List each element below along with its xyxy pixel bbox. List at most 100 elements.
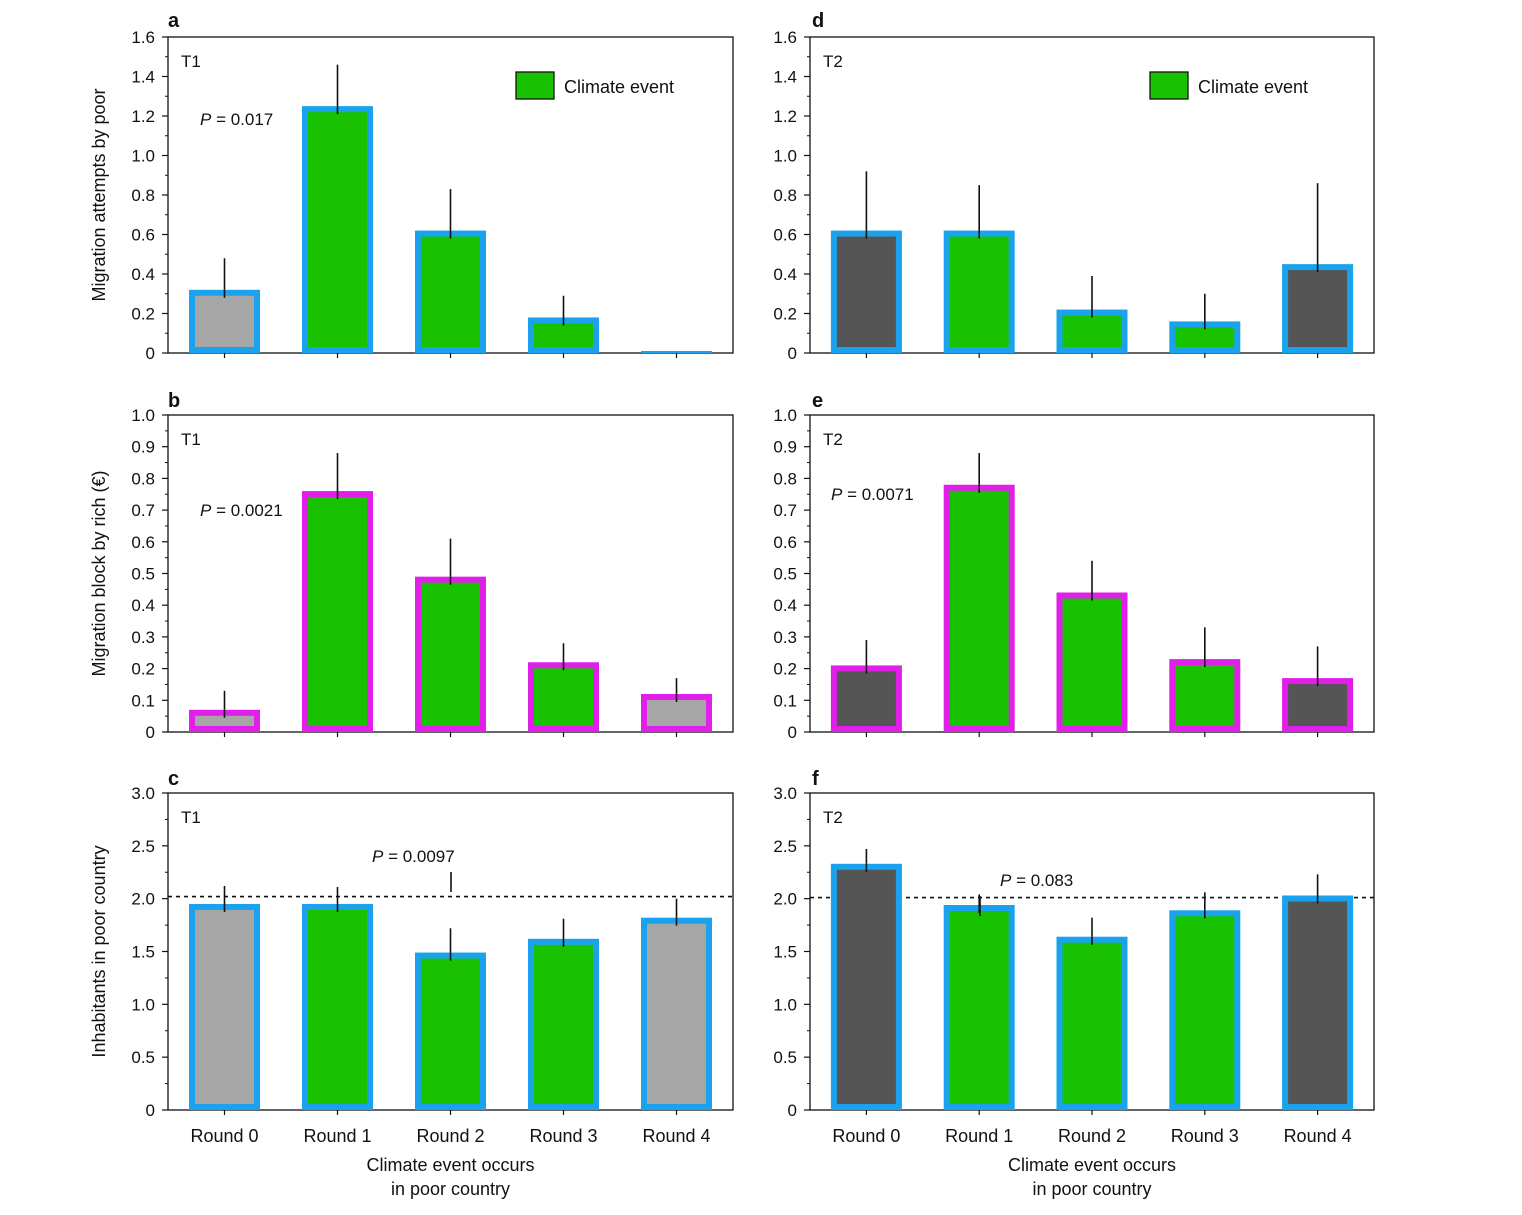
bar <box>421 582 480 726</box>
bar <box>421 236 480 347</box>
panel-letter: a <box>168 10 180 32</box>
y-tick-label: 1.0 <box>773 995 797 1014</box>
y-tick-label: 0.8 <box>773 186 797 205</box>
legend-swatch <box>1149 71 1189 100</box>
y-tick-label: 0.4 <box>131 265 155 284</box>
bar <box>421 958 480 1104</box>
bar <box>1062 942 1122 1104</box>
x-category-label: Round 1 <box>945 1126 1013 1146</box>
y-tick-label: 1.6 <box>131 28 155 47</box>
y-tick-label: 1.0 <box>131 406 155 425</box>
y-tick-label: 0 <box>146 723 155 742</box>
panel-f: 0 0.5 1.0 1.5 2.0 2.5 3.0 fT2 P = 0.083 Round 0 Ro… <box>773 768 1375 1199</box>
legend-swatch <box>515 71 555 100</box>
y-tick-label: 0.9 <box>773 438 797 457</box>
y-tick-label: 3.0 <box>773 784 797 803</box>
panel-letter: d <box>812 10 824 32</box>
y-tick-label: 0 <box>788 723 797 742</box>
y-tick-label: 0.2 <box>131 305 155 324</box>
y-tick-label: 0 <box>146 344 155 363</box>
y-tick-label: 0.8 <box>131 186 155 205</box>
y-tick-label: 3.0 <box>131 784 155 803</box>
bar <box>195 295 254 347</box>
bar <box>534 323 593 347</box>
legend-label: Climate event <box>564 77 674 97</box>
p-value-text: = 0.0097 <box>383 847 454 866</box>
x-category-label: Round 0 <box>832 1126 900 1146</box>
y-tick-label: 0.5 <box>131 565 155 584</box>
bar <box>949 911 1009 1104</box>
y-tick-label: 0.2 <box>131 660 155 679</box>
y-tick-label: 0.9 <box>131 438 155 457</box>
y-tick-label: 1.0 <box>773 406 797 425</box>
y-tick-label: 0.3 <box>131 628 155 647</box>
bar <box>1175 665 1235 726</box>
bar <box>949 490 1009 726</box>
x-category-label: Round 0 <box>190 1126 258 1146</box>
panel-a: 0 0.2 0.4 0.6 0.8 1.0 1.2 1.4 1.6 a T1 P = 0.017 Cli… <box>89 10 734 363</box>
x-axis-label: in poor country <box>391 1179 510 1199</box>
panel-e: 0 0.1 0.2 0.3 0.4 0.5 0.6 0.7 0.8 0.9 1.0 eT2 P = 0.… <box>773 390 1375 742</box>
y-tick-label: 0.1 <box>773 691 797 710</box>
y-tick-label: 0.2 <box>773 660 797 679</box>
y-tick-label: 1.2 <box>773 107 797 126</box>
y-tick-label: 0.8 <box>131 469 155 488</box>
x-category-label: Round 2 <box>416 1126 484 1146</box>
panel-letter: e <box>812 390 823 412</box>
p-value-symbol: P <box>200 110 212 129</box>
y-tick-label: 0.4 <box>773 265 797 284</box>
p-value-symbol: P <box>831 485 843 504</box>
p-value: P = 0.083 <box>1000 871 1073 890</box>
panel-letter: f <box>812 768 819 790</box>
treatment-label: T1 <box>181 808 201 827</box>
panel-d: 0 0.2 0.4 0.6 0.8 1.0 1.2 1.4 1.6 d T2 Climate even… <box>773 10 1375 363</box>
p-value-symbol: P <box>1000 871 1012 890</box>
treatment-label: T2 <box>823 52 843 71</box>
p-value: P = 0.017 <box>200 110 273 129</box>
panel-b: 0 0.1 0.2 0.3 0.4 0.5 0.6 0.7 0.8 0.9 1.0 bT1 P = 0.… <box>89 390 734 742</box>
x-axis-label: Climate event occurs <box>366 1155 534 1175</box>
panel-letter: c <box>168 768 179 790</box>
bar <box>836 671 896 726</box>
x-axis-label: in poor country <box>1032 1179 1151 1199</box>
bar <box>836 869 896 1104</box>
bar <box>308 497 367 726</box>
p-value-text: = 0.0071 <box>842 485 913 504</box>
y-tick-label: 0.5 <box>131 1048 155 1067</box>
y-tick-label: 0.7 <box>773 501 797 520</box>
y-tick-label: 0.6 <box>131 533 155 552</box>
y-tick-label: 0.6 <box>131 226 155 245</box>
panel-c: 0 0.5 1.0 1.5 2.0 2.5 3.0 cT1 P = 0.0097 Inhabita… <box>89 768 734 1199</box>
p-value-symbol: P <box>372 847 384 866</box>
y-axis-label: Migration attempts by poor <box>89 88 109 301</box>
treatment-label: T1 <box>181 52 201 71</box>
treatment-label: T2 <box>823 808 843 827</box>
bar-outline <box>641 351 712 353</box>
legend-label: Climate event <box>1198 77 1308 97</box>
bar <box>1062 598 1122 726</box>
y-tick-label: 0.5 <box>773 565 797 584</box>
bar <box>534 944 593 1104</box>
y-tick-label: 0.3 <box>773 628 797 647</box>
p-value: P = 0.0097 <box>372 847 455 866</box>
y-tick-label: 1.0 <box>131 995 155 1014</box>
x-axis-label: Climate event occurs <box>1008 1155 1176 1175</box>
y-tick-label: 1.2 <box>131 107 155 126</box>
bar <box>195 909 254 1104</box>
bar <box>1288 901 1348 1104</box>
p-value-symbol: P <box>200 501 212 520</box>
p-value-text: = 0.0021 <box>211 501 282 520</box>
y-tick-label: 1.4 <box>131 68 155 87</box>
y-tick-label: 1.0 <box>131 147 155 166</box>
y-axis-label: Migration block by rich (€) <box>89 470 109 676</box>
y-tick-label: 0.7 <box>131 501 155 520</box>
x-category-label: Round 4 <box>642 1126 710 1146</box>
p-value: P = 0.0071 <box>831 485 914 504</box>
y-tick-label: 2.0 <box>131 890 155 909</box>
p-value: P = 0.0021 <box>200 501 283 520</box>
x-category-label: Round 3 <box>529 1126 597 1146</box>
y-tick-label: 1.6 <box>773 28 797 47</box>
y-tick-label: 0.6 <box>773 226 797 245</box>
